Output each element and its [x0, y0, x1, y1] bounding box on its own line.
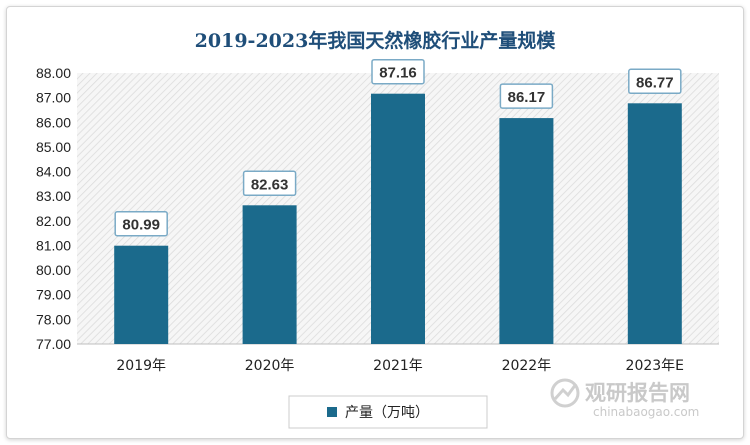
x-tick-label: 2020年	[245, 358, 295, 374]
data-label: 86.17	[508, 89, 546, 106]
data-label-box	[114, 210, 168, 237]
y-tick-label: 77.00	[36, 336, 71, 352]
bar	[371, 93, 425, 344]
data-label: 80.99	[122, 217, 160, 234]
chart-frame: 2019-2023年我国天然橡胶行业产量规模 77.00 78.00 79.00 80…	[6, 6, 744, 439]
watermark: 观研报告网 chinabaogao.com	[550, 378, 699, 419]
y-tick-label: 88.00	[36, 65, 71, 81]
watermark-url: chinabaogao.com	[593, 405, 699, 419]
x-tick-label: 2023年E	[626, 358, 684, 374]
y-tick-label: 84.00	[36, 164, 71, 180]
watermark-logo-icon	[550, 378, 580, 408]
data-label-box	[371, 58, 425, 85]
y-tick-label: 81.00	[36, 237, 71, 253]
y-tick-label: 82.00	[36, 213, 71, 229]
data-label: 87.16	[379, 65, 417, 82]
data-label-box	[499, 83, 554, 109]
x-tick-label: 2022年	[502, 358, 552, 374]
bar	[627, 103, 682, 344]
bar	[242, 205, 297, 344]
y-tick-label: 83.00	[36, 188, 71, 204]
data-label: 86.77	[636, 74, 674, 91]
watermark-brand: 观研报告网	[585, 381, 690, 405]
data-label-box	[628, 68, 682, 95]
y-tick-label: 87.00	[36, 90, 71, 106]
bar-chart: 2019-2023年我国天然橡胶行业产量规模 77.00 78.00 79.00 80…	[36, 29, 719, 429]
y-tick-label: 80.00	[36, 262, 71, 278]
chart-title: 2019-2023年我国天然橡胶行业产量规模	[195, 29, 557, 52]
y-tick-label: 79.00	[36, 287, 71, 303]
x-tick-label: 2019年	[116, 358, 166, 374]
data-label: 82.63	[251, 176, 289, 193]
legend-label: 产量（万吨）	[345, 405, 429, 421]
y-tick-label: 85.00	[36, 139, 71, 155]
bar	[114, 245, 169, 344]
y-tick-label: 78.00	[36, 311, 71, 327]
bar	[499, 118, 554, 344]
data-label-box	[242, 170, 297, 197]
y-tick-label: 86.00	[36, 114, 71, 130]
legend-swatch	[327, 407, 337, 417]
legend: 产量（万吨）	[288, 395, 488, 429]
x-tick-label: 2021年	[373, 358, 423, 374]
